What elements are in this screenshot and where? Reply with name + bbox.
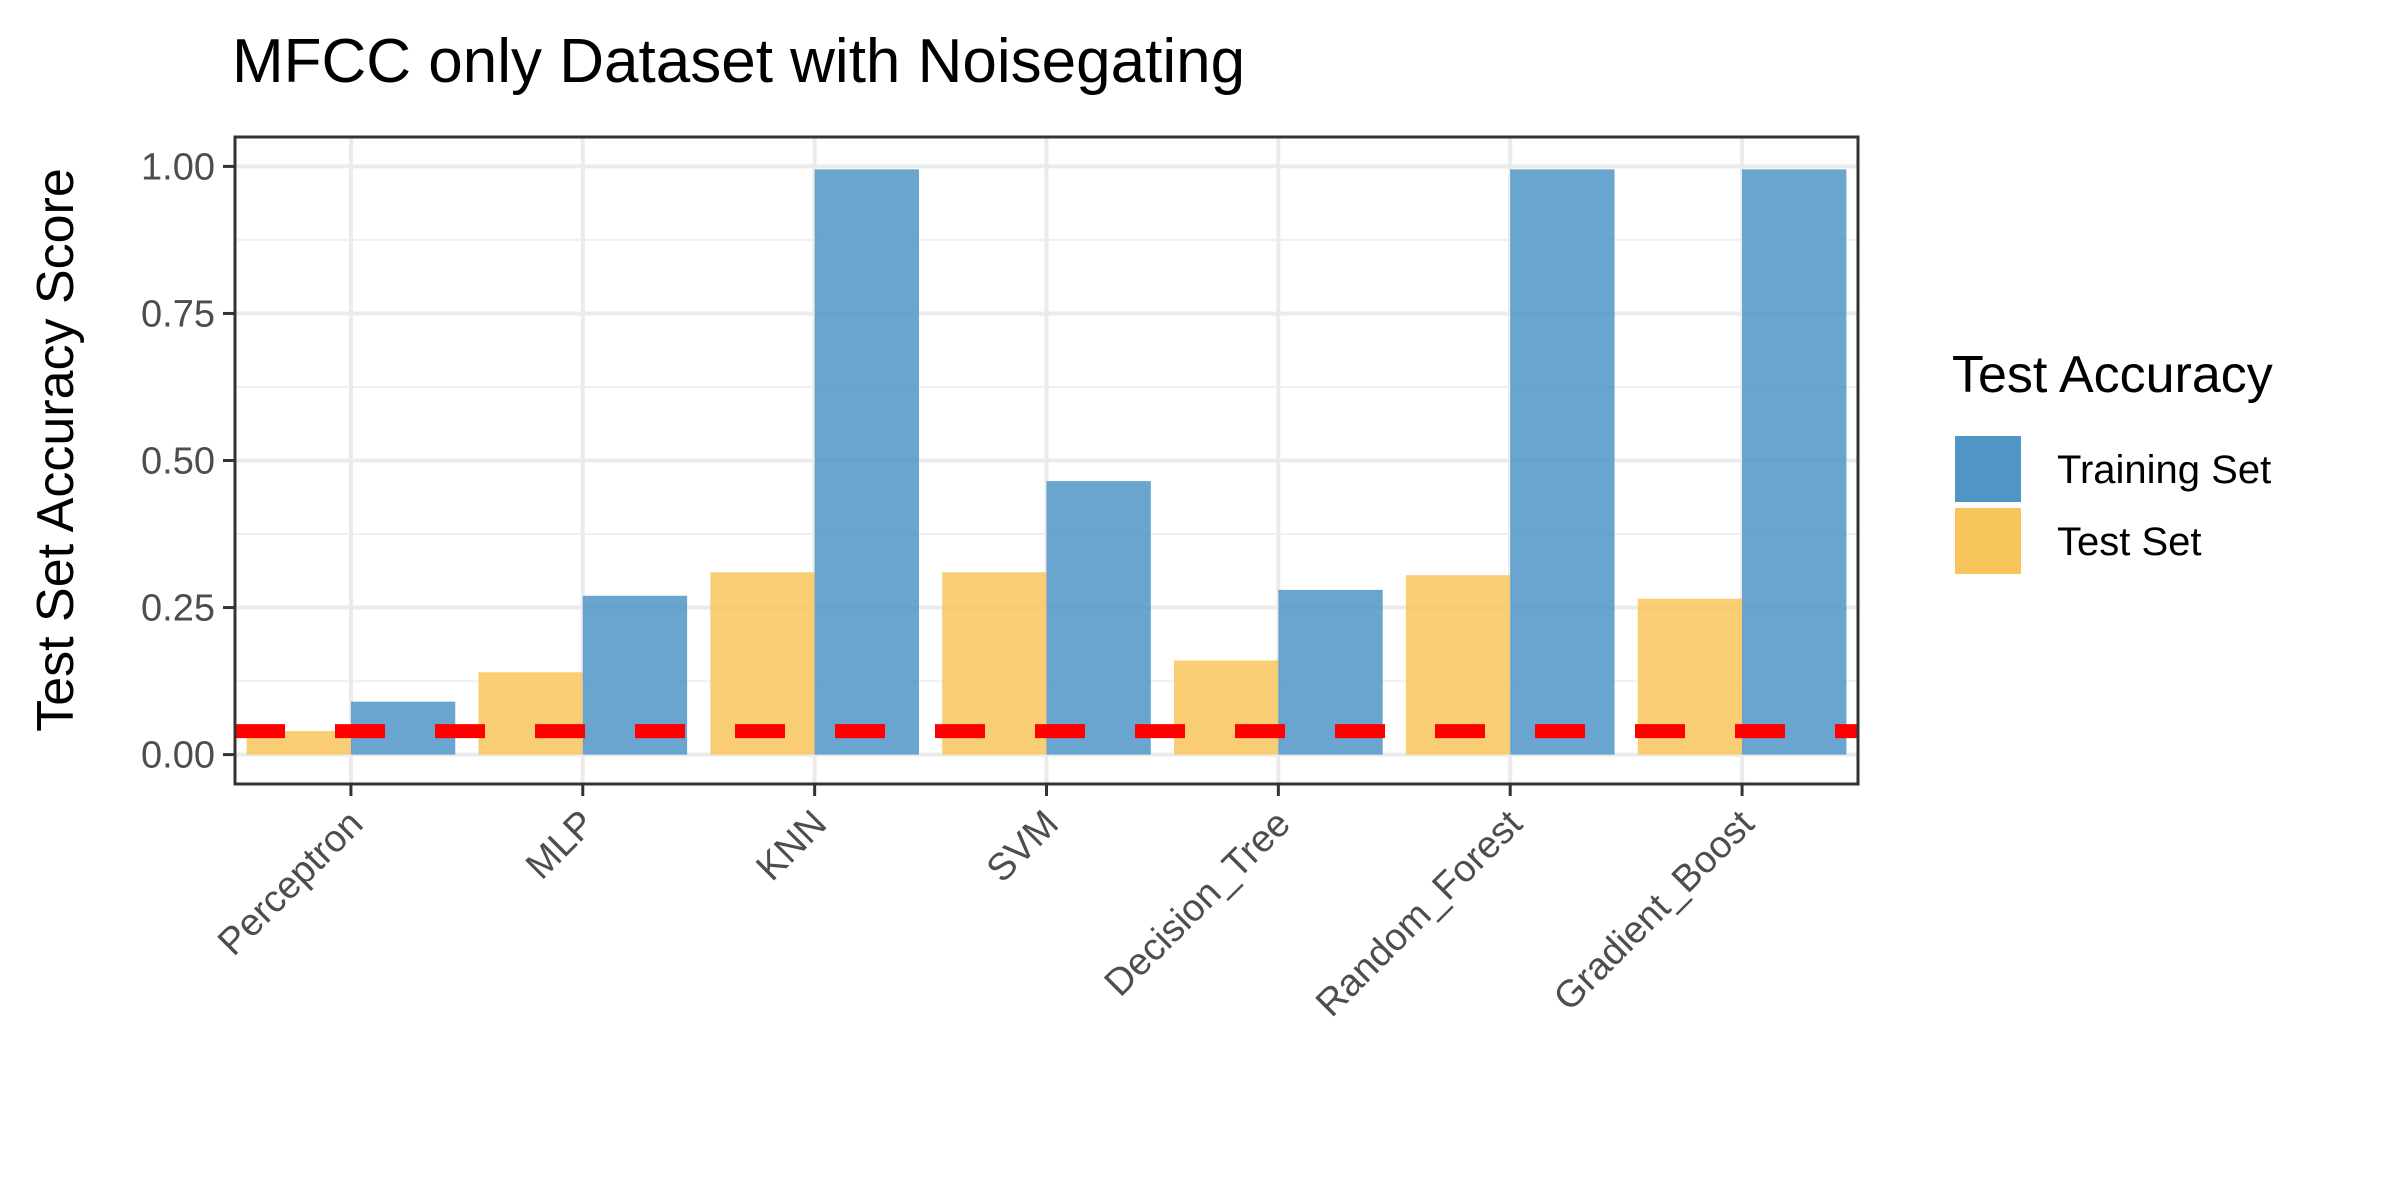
x-tick-label: MLP <box>518 803 603 888</box>
chart-title: MFCC only Dataset with Noisegating <box>232 27 1245 96</box>
y-tick-label: 0.25 <box>141 588 215 630</box>
y-tick-label: 0.50 <box>141 441 215 483</box>
legend-key-training-set <box>1955 436 2021 502</box>
bar-training-set-gradient_boost <box>1742 169 1847 755</box>
y-tick-label: 0.75 <box>141 293 215 335</box>
legend-label-test-set: Test Set <box>2057 520 2202 564</box>
legend: Test Accuracy Training Set Test Set <box>1952 346 2273 574</box>
y-tick-label: 0.00 <box>141 735 215 777</box>
x-tick-label: Perceptron <box>210 803 371 964</box>
x-tick-label: SVM <box>979 803 1067 891</box>
legend-title: Test Accuracy <box>1952 346 2273 404</box>
bar-test-set-decision_tree <box>1174 660 1279 755</box>
bar-training-set-random_forest <box>1510 169 1615 755</box>
y-axis-title: Test Set Accuracy Score <box>27 168 85 732</box>
x-tick-label: Decision_Tree <box>1097 803 1299 1005</box>
x-tick-label: KNN <box>749 803 835 889</box>
legend-label-training-set: Training Set <box>2057 448 2271 492</box>
x-tick-label: Gradient_Boost <box>1546 802 1763 1019</box>
x-tick-label: Random_Forest <box>1308 802 1531 1025</box>
bar-test-set-mlp <box>478 672 583 755</box>
y-tick-label: 1.00 <box>141 146 215 188</box>
bar-training-set-svm <box>1046 481 1151 755</box>
legend-key-test-set <box>1955 508 2021 574</box>
bars <box>246 169 1847 755</box>
bar-training-set-knn <box>814 169 919 755</box>
